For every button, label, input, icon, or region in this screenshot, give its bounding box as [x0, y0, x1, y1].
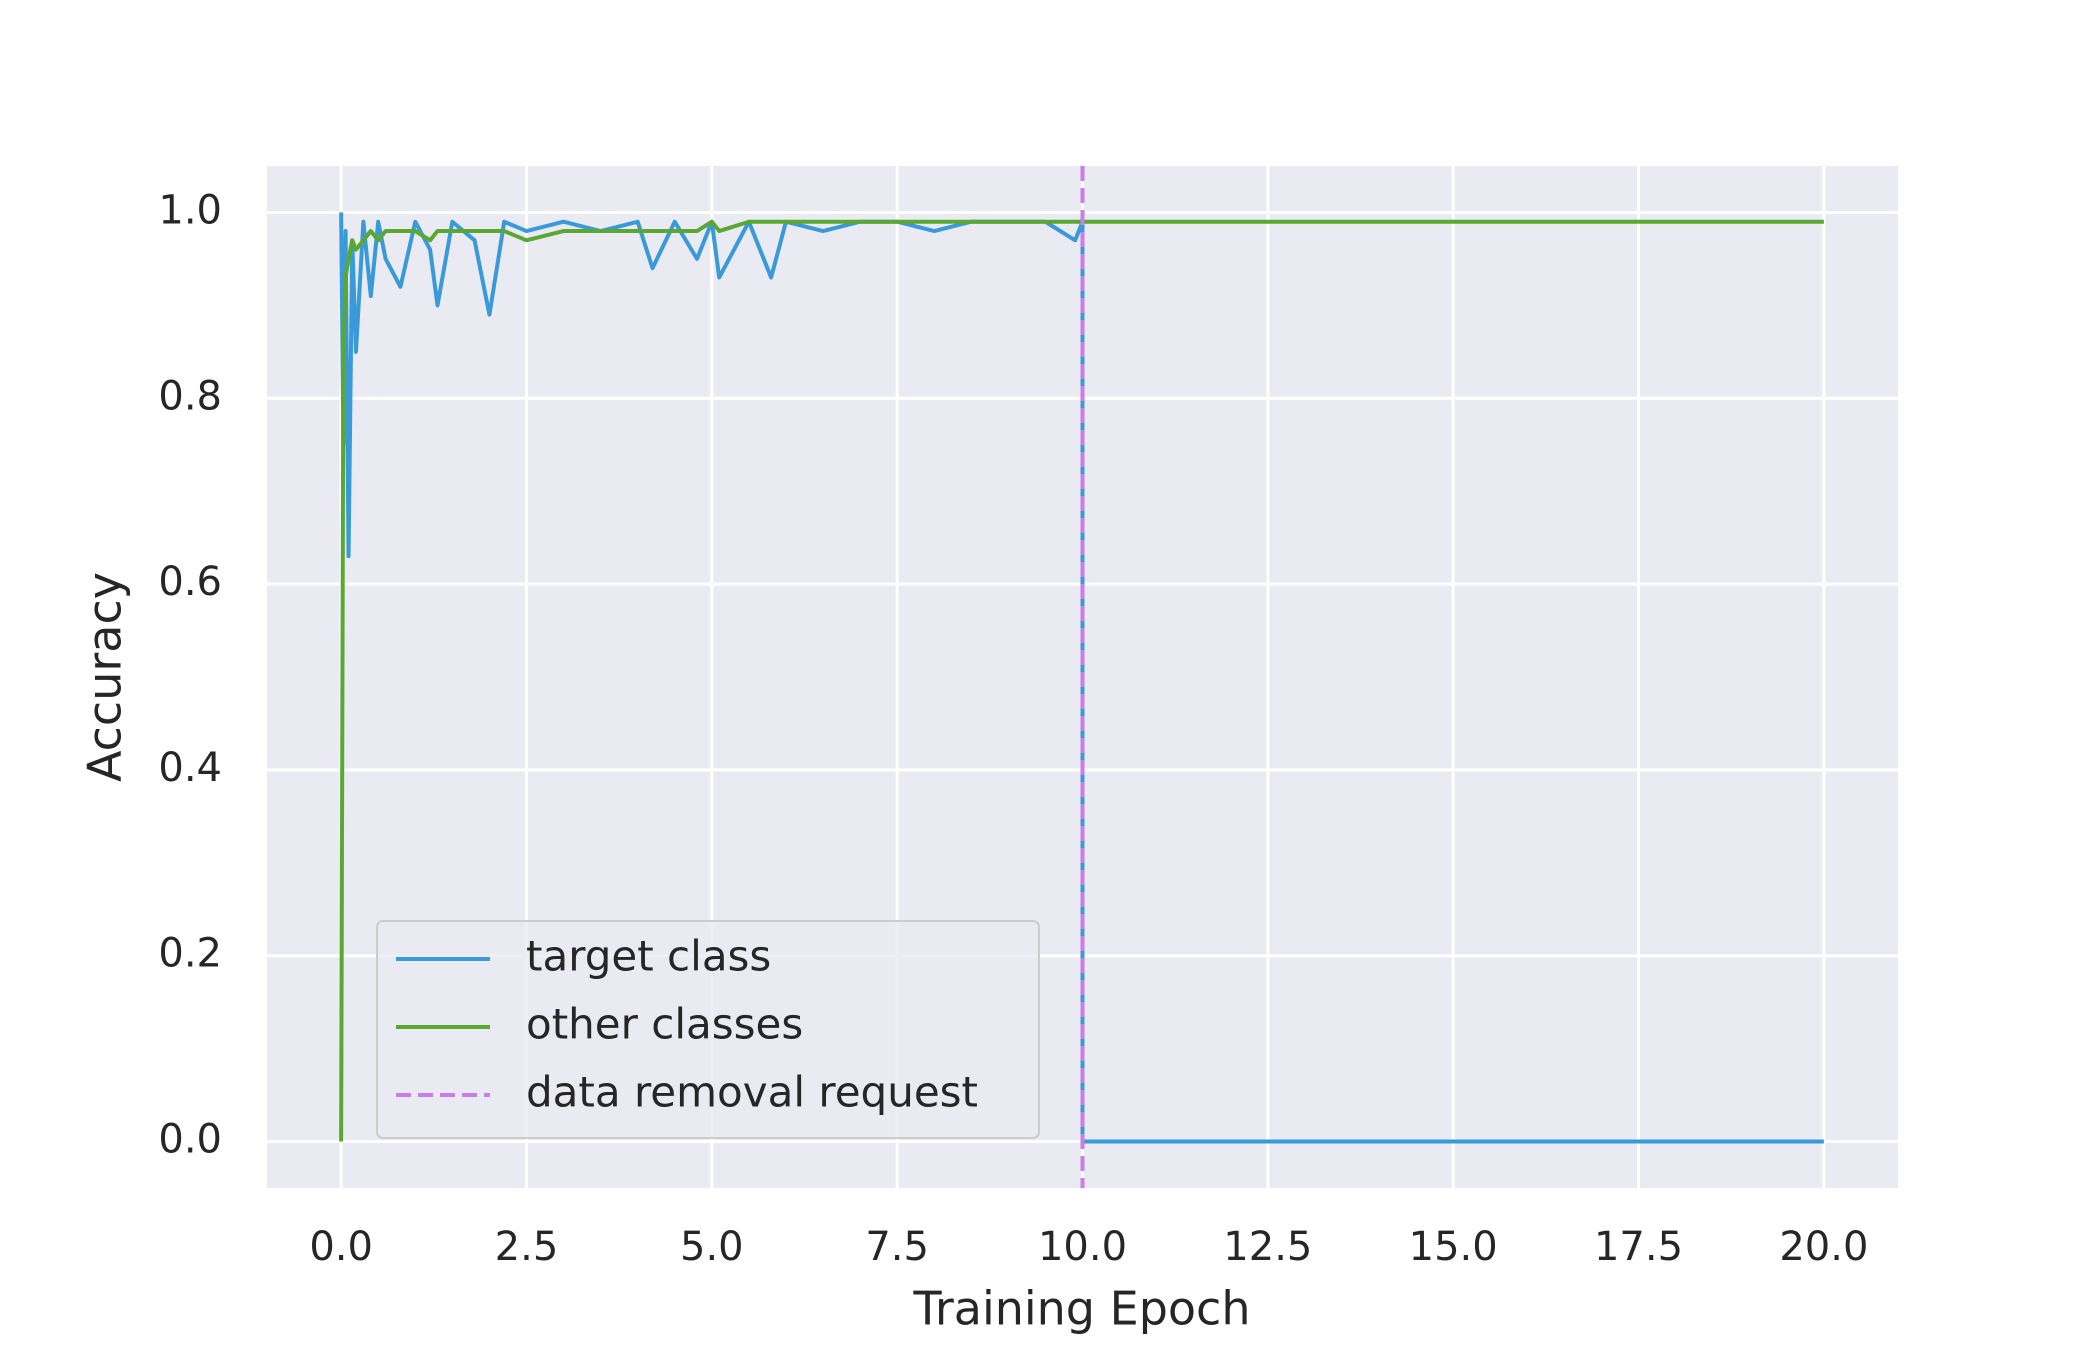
legend-box [376, 920, 1040, 1139]
x-tick-label: 0.0 [309, 1224, 373, 1270]
y-axis-label: Accuracy [78, 572, 132, 782]
x-tick-label: 5.0 [680, 1224, 744, 1270]
y-tick-label: 0.4 [158, 745, 222, 791]
x-tick-label: 2.5 [495, 1224, 559, 1270]
x-axis-label: Training Epoch [913, 1282, 1251, 1336]
x-tick-label: 20.0 [1779, 1224, 1868, 1270]
series-line [339, 212, 1824, 1144]
x-tick-label: 12.5 [1223, 1224, 1312, 1270]
series-line [339, 219, 1824, 1142]
x-tick-label: 10.0 [1038, 1224, 1127, 1270]
legend-label: other classes [526, 1000, 803, 1049]
y-tick-label: 0.6 [158, 559, 222, 605]
y-tick-label: 0.8 [158, 373, 222, 419]
x-tick-label: 17.5 [1594, 1224, 1683, 1270]
y-tick-label: 0.0 [158, 1117, 222, 1163]
y-tick-label: 0.2 [158, 931, 222, 977]
x-tick-label: 15.0 [1409, 1224, 1498, 1270]
legend-label: data removal request [526, 1068, 978, 1117]
x-tick-label: 7.5 [865, 1224, 929, 1270]
legend-label: target class [526, 932, 771, 981]
y-tick-label: 1.0 [158, 187, 222, 233]
